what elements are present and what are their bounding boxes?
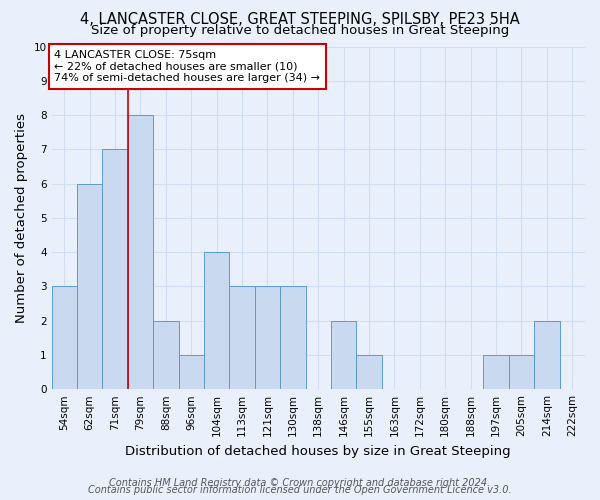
Bar xyxy=(280,286,305,389)
Bar xyxy=(103,150,128,389)
Bar xyxy=(77,184,103,389)
X-axis label: Distribution of detached houses by size in Great Steeping: Distribution of detached houses by size … xyxy=(125,444,511,458)
Bar xyxy=(52,286,77,389)
Text: 4 LANCASTER CLOSE: 75sqm
← 22% of detached houses are smaller (10)
74% of semi-d: 4 LANCASTER CLOSE: 75sqm ← 22% of detach… xyxy=(54,50,320,83)
Bar xyxy=(179,355,204,389)
Text: Size of property relative to detached houses in Great Steeping: Size of property relative to detached ho… xyxy=(91,24,509,37)
Text: Contains HM Land Registry data © Crown copyright and database right 2024.: Contains HM Land Registry data © Crown c… xyxy=(109,478,491,488)
Bar xyxy=(255,286,280,389)
Bar xyxy=(204,252,229,389)
Bar xyxy=(229,286,255,389)
Bar xyxy=(153,320,179,389)
Bar xyxy=(509,355,534,389)
Bar xyxy=(128,115,153,389)
Y-axis label: Number of detached properties: Number of detached properties xyxy=(15,113,28,323)
Bar xyxy=(484,355,509,389)
Bar xyxy=(534,320,560,389)
Text: 4, LANCASTER CLOSE, GREAT STEEPING, SPILSBY, PE23 5HA: 4, LANCASTER CLOSE, GREAT STEEPING, SPIL… xyxy=(80,12,520,28)
Bar xyxy=(356,355,382,389)
Bar xyxy=(331,320,356,389)
Text: Contains public sector information licensed under the Open Government Licence v3: Contains public sector information licen… xyxy=(88,485,512,495)
